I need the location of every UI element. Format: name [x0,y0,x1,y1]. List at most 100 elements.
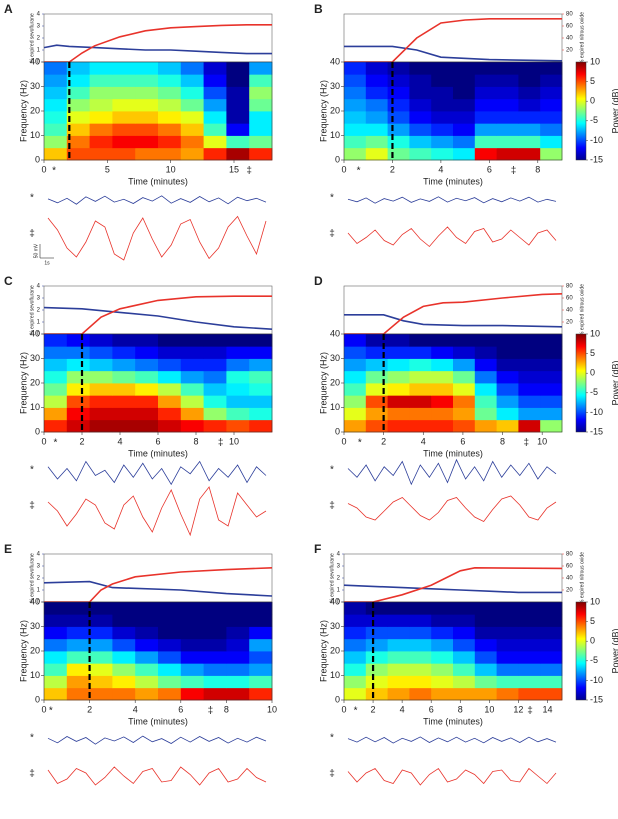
x-tick-label: 5 [105,164,110,174]
spectrogram-cell [365,395,388,408]
spectrogram-cell [203,687,227,701]
spectrogram-cell [344,383,367,396]
spectrogram-cell [409,383,432,396]
spectrogram-cell [387,383,410,396]
spectrogram-cell [66,111,90,124]
n2o-tick-label: 20 [566,320,573,326]
sevo-tick-label: 0 [337,600,341,606]
colorbar-tick-label: 0 [590,96,595,106]
spectrogram-cell [474,395,497,408]
spectrogram-cell [387,123,410,136]
spectrogram-cell [226,395,250,408]
spectrogram-cell [89,407,113,421]
spectrogram-cell [249,334,273,347]
spectrogram-cell [540,651,563,664]
spectrogram-cell [89,614,113,627]
spectrogram-cell [387,147,410,161]
spectrogram-cell [249,147,273,161]
x-tick-label: 0 [41,436,46,446]
spectrogram-cell [453,147,476,161]
spectrogram-cell [135,346,159,359]
spectrogram-cell [112,74,136,87]
spectrogram-cell [158,395,182,408]
x-tick-label: 4 [400,704,405,714]
spectrogram-cell [474,123,497,136]
spectrogram-cell [409,86,432,100]
spectrogram-cell [518,626,541,640]
colorbar-tick-label: -10 [590,675,603,685]
sevo-line [344,314,563,328]
spectrogram-cell [226,86,250,100]
spectrogram-cell [203,123,227,136]
spectrogram-cell [387,111,410,124]
spectrogram-cell [112,62,136,75]
trace-label: ‡ [29,769,35,780]
spectrogram-cell [89,687,113,701]
spectrogram-cell [180,626,204,640]
spectrogram-cell [249,407,273,421]
spectrogram-cell [44,370,68,384]
spectrogram-cell [66,663,90,676]
trace-label: ‡ [329,769,335,780]
spectrogram-cell [203,135,227,149]
panel-label: D [314,274,323,288]
spectrogram-cell [180,358,204,372]
spectrogram-cell [66,74,90,87]
sevo-tick-label: 1 [37,320,41,326]
spectrogram-cell [226,626,250,640]
panel-label: A [4,2,13,16]
spectrogram-cell [431,419,454,433]
spectrogram-cell [387,626,410,640]
y-tick-label: 20 [30,645,40,655]
spectrogram-cell [453,334,476,347]
y-tick-label: 0 [335,426,340,436]
x-axis-label: Time (minutes) [423,716,483,726]
spectrogram-cell [518,370,541,384]
spectrogram-cell [431,675,454,689]
trace-label: * [30,733,34,744]
trace-label: * [30,465,34,476]
event-marker: ‡ [246,166,252,177]
y-tick-label: 40 [330,596,340,606]
spectrogram-cell [203,626,227,640]
event-marker: ‡ [218,438,224,449]
spectrogram-cell [365,346,388,359]
spectrogram-cell [453,358,476,372]
spectrogram-cell [474,135,497,149]
spectrogram-cell [453,419,476,433]
sevo-axis-label: % expired sevoflurane [329,553,335,603]
spectrogram-cell [344,626,367,640]
x-tick-label: 10 [484,704,494,714]
trace-label: * [330,193,334,204]
spectrogram-cell [112,123,136,136]
spectrogram-cell [135,419,159,433]
spectrogram-cell [66,135,90,149]
sevo-tick-label: 1 [337,588,341,594]
spectrogram-cell [344,111,367,124]
spectrogram-cell [518,135,541,149]
spectrogram-cell [66,675,90,689]
spectrogram-cell [180,135,204,149]
colorbar-tick-label: -15 [590,154,603,164]
spectrogram-cell [474,602,497,615]
spectrogram-cell [344,419,367,433]
spectrogram-cell [135,626,159,640]
spectrogram-cell [540,383,563,396]
spectrogram-cell [44,675,68,689]
spectrogram-cell [518,358,541,372]
spectrogram-cell [431,663,454,676]
spectrogram-cell [431,626,454,640]
spectrogram-cell [474,147,497,161]
spectrogram-cell [249,62,273,75]
y-tick-label: 30 [30,353,40,363]
sevo-line [344,45,563,62]
spectrogram-cell [89,651,113,664]
spectrogram-cell [518,123,541,136]
x-tick-label: 8 [500,436,505,446]
n2o-axis-label: % expired nitrous oxide [579,284,585,336]
spectrogram-cell [203,419,227,433]
spectrogram-cell [44,395,68,408]
spectrogram-cell [180,334,204,347]
x-axis-label: Time (minutes) [128,716,188,726]
